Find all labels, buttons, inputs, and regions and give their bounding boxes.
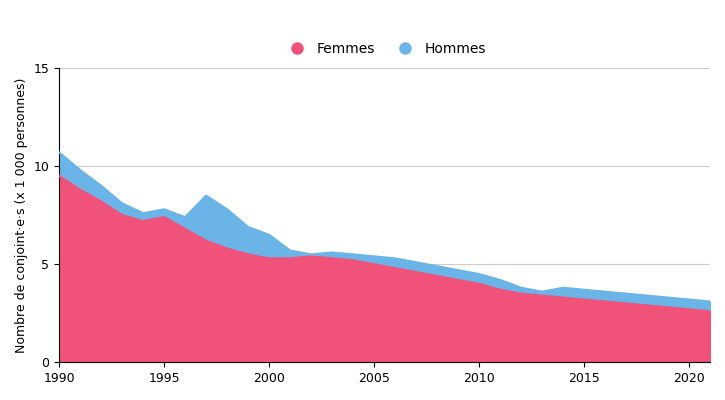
Y-axis label: Nombre de conjoint·e·s (x 1 000 personnes): Nombre de conjoint·e·s (x 1 000 personne… (15, 78, 28, 353)
Legend: Femmes, Hommes: Femmes, Hommes (278, 37, 492, 62)
